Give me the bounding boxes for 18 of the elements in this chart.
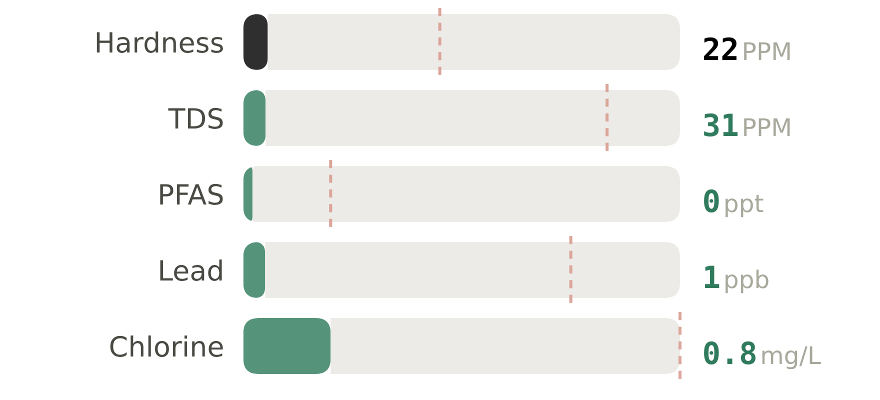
y-tick-label: TDS [168,108,223,129]
bar [243,90,266,146]
text: 0.8 mg/L [704,341,821,370]
y-tick-label: Lead [160,259,222,281]
text: 31 PPM [704,113,790,136]
text: 1 ppb [705,266,768,294]
bar [268,14,680,70]
bar [266,90,680,146]
y-tick-label: Hardness [96,31,223,53]
bar [243,318,331,374]
y-tick-label: Chlorine [110,335,223,357]
bar [252,166,680,222]
bar [243,242,266,298]
text: 0 ppt [704,189,764,218]
bar [265,242,680,298]
y-tick-label: PFAS [160,184,223,205]
bar [330,318,680,374]
text: 22 PPM [704,37,790,60]
